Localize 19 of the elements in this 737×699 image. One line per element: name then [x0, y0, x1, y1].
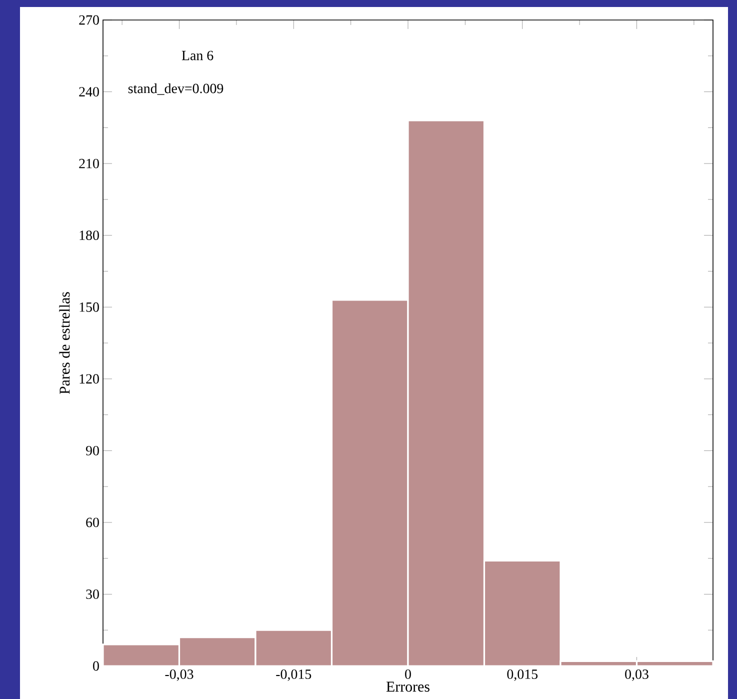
- y-tick-label: 30: [86, 590, 99, 599]
- y-tick-label: 90: [86, 446, 99, 456]
- x-tick-label: 0,015: [507, 670, 538, 681]
- annotation: Lan 6: [182, 50, 214, 60]
- x-tick-label: -0,015: [276, 670, 312, 681]
- x-tick-label: -0,03: [165, 670, 194, 681]
- y-tick-label: 60: [86, 518, 99, 528]
- y-tick-label: 0: [93, 661, 99, 671]
- y-tick-label: 210: [79, 158, 99, 168]
- y-tick-label: 180: [80, 230, 99, 240]
- x-tick-label: 0,03: [625, 670, 648, 681]
- x-tick-label: 0: [405, 670, 411, 679]
- y-tick-label: 150: [80, 302, 99, 312]
- x-axis-title: Errores: [386, 682, 430, 692]
- y-axis-title: Pares de estrellas: [59, 292, 70, 394]
- annotation: stand_dev=0.009: [128, 83, 224, 95]
- y-tick-label: 270: [79, 15, 99, 25]
- y-tick-label: 240: [79, 87, 99, 96]
- y-tick-label: 120: [80, 374, 99, 384]
